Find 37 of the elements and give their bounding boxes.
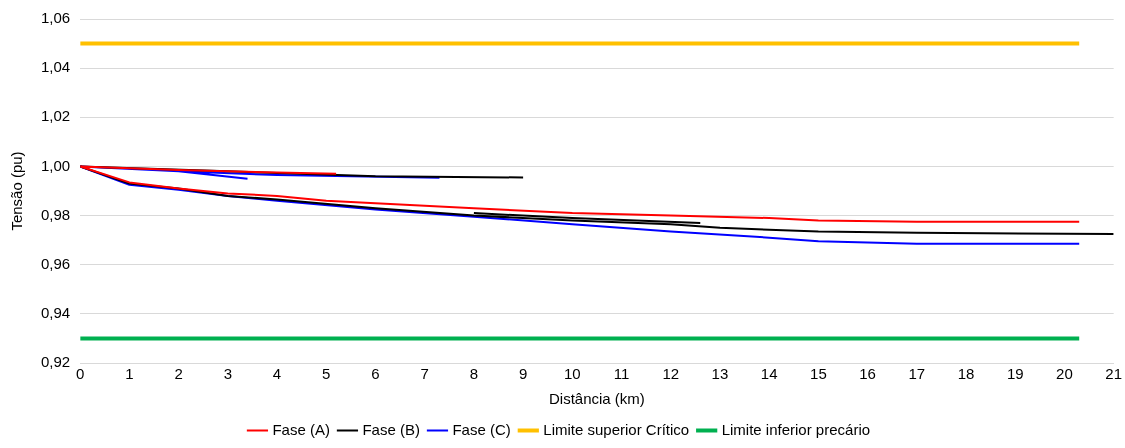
y-tick-label: 1,04 (40, 58, 71, 76)
x-tick-label: 18 (957, 365, 975, 383)
x-tick-label: 3 (223, 365, 232, 383)
x-tick-label: 21 (1105, 365, 1122, 383)
x-tick-label: 14 (760, 365, 778, 383)
y-axis-title: Tensão (pu) (8, 151, 26, 231)
x-tick-label: 12 (662, 365, 680, 383)
x-tick-label: 16 (859, 365, 876, 383)
legend-label: Fase (A) (272, 420, 330, 438)
x-tick-label: 6 (371, 365, 380, 383)
x-tick-label: 1 (125, 365, 134, 383)
x-tick-label: 13 (711, 365, 729, 383)
y-tick-label: 1,00 (40, 156, 71, 174)
y-tick-label: 0,94 (40, 304, 71, 321)
x-axis-title: Distância (km) (549, 390, 645, 408)
x-tick-label: 11 (613, 365, 630, 383)
x-tick-label: 10 (563, 365, 581, 383)
x-tick-label: 2 (174, 365, 183, 383)
y-tick-label: 1,02 (40, 107, 71, 125)
y-tick-label: 0,98 (40, 205, 71, 223)
x-tick-label: 19 (1006, 365, 1024, 383)
legend-label: Fase (B) (362, 420, 420, 438)
legend-label: Limite inferior precário (721, 420, 871, 438)
y-tick-label: 0,96 (40, 254, 71, 272)
x-tick-label: 7 (420, 365, 429, 383)
legend-label: Fase (C) (452, 420, 511, 438)
x-tick-label: 20 (1056, 365, 1073, 383)
x-tick-label: 5 (322, 365, 331, 383)
x-tick-label: 4 (272, 365, 282, 383)
y-tick-label: 1,06 (40, 9, 71, 27)
y-tick-label: 0,92 (40, 353, 71, 371)
x-tick-label: 17 (908, 365, 926, 383)
x-tick-label: 15 (810, 365, 827, 383)
x-tick-label: 8 (469, 365, 479, 383)
x-tick-label: 9 (518, 365, 528, 383)
x-tick-label: 0 (76, 365, 85, 383)
legend-label: Limite superior Crítico (543, 420, 690, 438)
